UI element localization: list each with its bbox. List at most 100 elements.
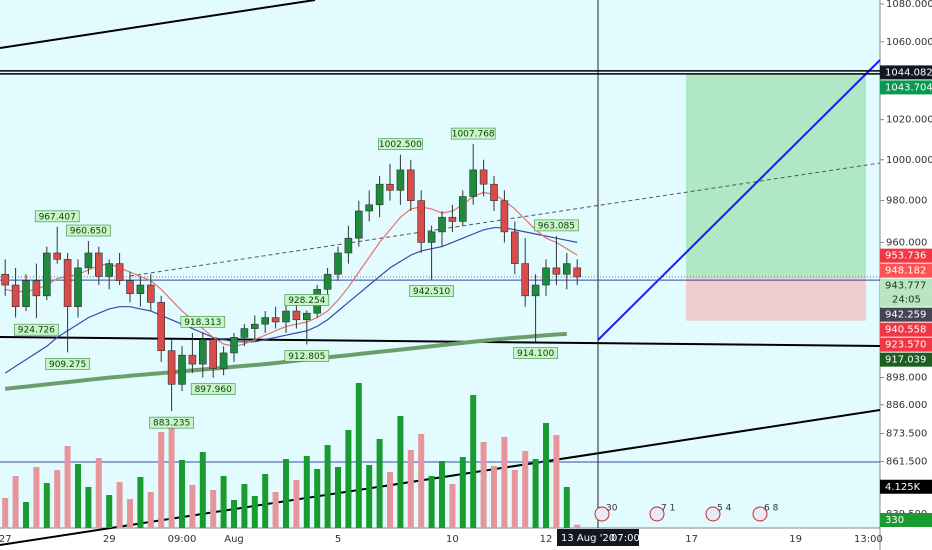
volume-bar <box>33 467 40 528</box>
event-icon <box>705 506 721 522</box>
price-label-box <box>880 263 932 278</box>
volume-bar <box>293 480 300 528</box>
candle-body <box>344 237 353 254</box>
volume-bar <box>345 430 352 528</box>
trend-line <box>597 59 881 341</box>
volume-bar <box>106 495 113 528</box>
candle-body <box>282 310 290 323</box>
pivot-label-box <box>284 350 330 362</box>
candle-body <box>521 263 530 297</box>
candle-body <box>219 352 228 369</box>
volume-bar <box>480 442 487 528</box>
volume-bar <box>511 470 518 528</box>
candle-body <box>1 273 10 286</box>
y-tick-label: 886.000 <box>886 400 927 411</box>
pivot-label-box <box>190 383 236 395</box>
candle-body <box>105 263 113 277</box>
volume-bar <box>95 458 102 528</box>
candle-body <box>469 169 478 197</box>
candle-body <box>510 231 519 264</box>
price-label: 953.736 <box>885 251 926 262</box>
candle-body <box>84 252 93 269</box>
price-label-box <box>880 248 932 263</box>
candle-body <box>74 267 82 307</box>
pivot-label-box <box>34 210 80 223</box>
candle-body <box>573 267 582 278</box>
candle-body <box>427 231 436 243</box>
candle-body <box>230 337 238 354</box>
pivot-label-box <box>409 285 454 297</box>
price-label-box <box>880 80 932 95</box>
candle-body <box>209 339 217 369</box>
event-icon <box>649 506 665 522</box>
volume-bar <box>553 435 560 528</box>
volume-bar <box>303 456 310 528</box>
candle-body <box>251 323 259 329</box>
volume-label: 330 <box>885 515 904 526</box>
candle-body <box>500 200 509 233</box>
pivot-label: 883.235 <box>153 419 190 429</box>
volume-bar <box>231 500 237 528</box>
x-tick-label: 19 <box>789 534 802 545</box>
candle-body <box>126 280 134 294</box>
x-tick-label: 13:00 <box>854 534 883 545</box>
pivot-label: 897.960 <box>195 385 232 395</box>
price-label: 943.777 <box>885 281 926 292</box>
candle-body <box>302 312 311 321</box>
candle-body <box>271 317 280 323</box>
volume-bar <box>220 476 227 528</box>
volume-bar <box>522 451 529 528</box>
price-label: 923.570 <box>885 340 926 351</box>
volume-bar <box>179 460 185 528</box>
event-icon <box>594 506 610 522</box>
volume-label-box <box>880 479 932 494</box>
volume-bar <box>366 465 373 528</box>
candle-body <box>42 252 51 297</box>
crosshair-date: 13 Aug '20 <box>561 533 615 544</box>
candle-body <box>542 267 550 286</box>
y-tick-label: 1080.000 <box>886 0 932 10</box>
candle-body <box>417 200 426 243</box>
moving-average <box>4 331 567 391</box>
event-icon <box>752 506 768 522</box>
price-label-box <box>880 337 932 352</box>
candle-body <box>490 183 498 201</box>
candle-body <box>261 317 270 325</box>
price-label: 1044.082 <box>885 67 932 78</box>
volume-bar <box>397 416 404 528</box>
price-label-box <box>880 65 932 80</box>
candle-body <box>552 267 561 275</box>
candle-body <box>167 350 176 385</box>
candle-body <box>438 216 446 233</box>
pivot-label: 912.805 <box>288 352 325 362</box>
volume-bar <box>272 492 279 528</box>
pivot-label: 963.085 <box>538 221 575 231</box>
price-label-box <box>880 322 932 337</box>
volume-bar <box>491 466 497 528</box>
pivot-label: 942.510 <box>413 287 450 297</box>
volume-label: 4.125K <box>885 482 921 493</box>
volume-bar <box>85 487 92 528</box>
volume-bar <box>127 499 133 528</box>
candle-body <box>157 302 165 351</box>
y-tick-label: 1020.000 <box>886 115 932 126</box>
position-loss <box>686 276 866 321</box>
candle-body <box>22 280 30 307</box>
candle-body <box>406 169 415 201</box>
candle-body <box>240 328 249 338</box>
pivot-label-box <box>149 416 194 429</box>
price-label: 917.039 <box>885 355 926 366</box>
candle-body <box>147 284 155 303</box>
volume-bar <box>439 461 445 528</box>
volume-bar <box>64 446 71 528</box>
candle-body <box>323 273 332 290</box>
pivot-label-box <box>534 219 579 232</box>
pivot-label: 967.407 <box>39 212 76 222</box>
price-label-box <box>880 278 932 293</box>
price-label-box <box>880 352 932 367</box>
event-label: 7 1 <box>661 504 675 514</box>
volume-bar <box>407 450 414 528</box>
price-label: 1043.704 <box>885 82 932 93</box>
price-label: 948.182 <box>885 266 926 277</box>
